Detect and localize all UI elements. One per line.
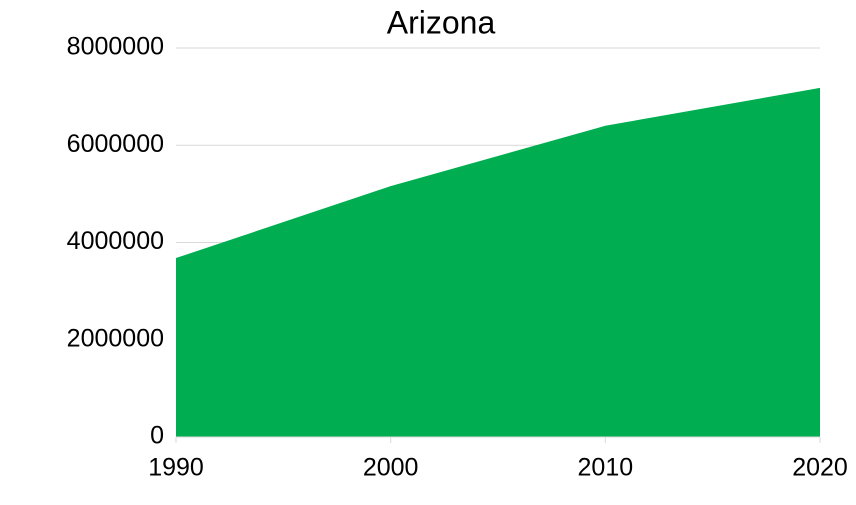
y-tick-label: 0 <box>150 422 164 450</box>
y-tick-label: 6000000 <box>67 130 164 158</box>
chart-title: Arizona <box>387 4 496 40</box>
y-tick-label: 2000000 <box>67 324 164 352</box>
x-tick-label: 2000 <box>363 454 419 482</box>
y-tick-label: 4000000 <box>67 227 164 255</box>
y-tick-label: 8000000 <box>67 33 164 61</box>
x-tick-label: 2020 <box>792 454 848 482</box>
x-tick-label: 2010 <box>578 454 634 482</box>
area <box>176 87 820 437</box>
x-tick-label: 1990 <box>148 454 204 482</box>
